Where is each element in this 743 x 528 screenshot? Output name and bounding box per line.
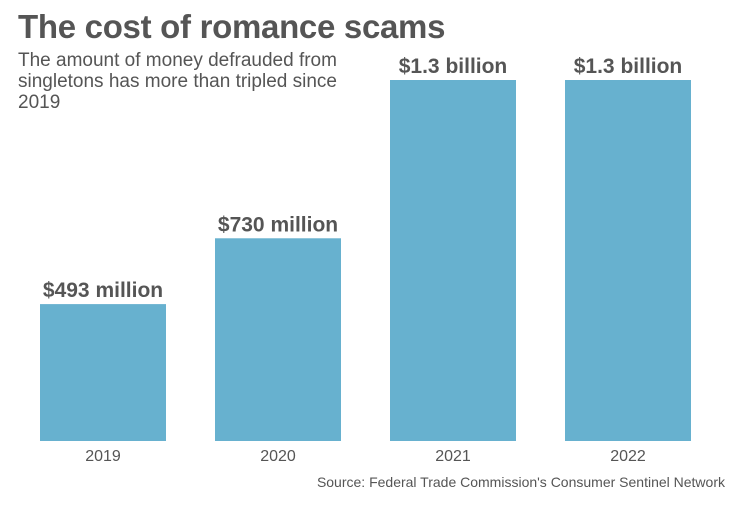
x-tick-label-2021: 2021: [435, 448, 471, 465]
source-note: Source: Federal Trade Commission's Consu…: [316, 474, 725, 490]
bar-2020: [215, 238, 341, 441]
x-tick-label-2020: 2020: [260, 448, 296, 465]
x-tick-label-2019: 2019: [85, 448, 121, 465]
bar-2019: [40, 304, 166, 441]
bar-2022: [565, 80, 691, 441]
chart-subtitle: The amount of money defrauded from singl…: [18, 50, 337, 113]
chart-title: The cost of romance scams: [18, 8, 446, 45]
data-label-2020: $730 million: [218, 213, 338, 236]
bar-2021: [390, 80, 516, 441]
data-label-2022: $1.3 billion: [574, 55, 683, 78]
data-label-2019: $493 million: [43, 279, 163, 302]
data-label-2021: $1.3 billion: [399, 55, 508, 78]
x-tick-label-2022: 2022: [610, 448, 646, 465]
